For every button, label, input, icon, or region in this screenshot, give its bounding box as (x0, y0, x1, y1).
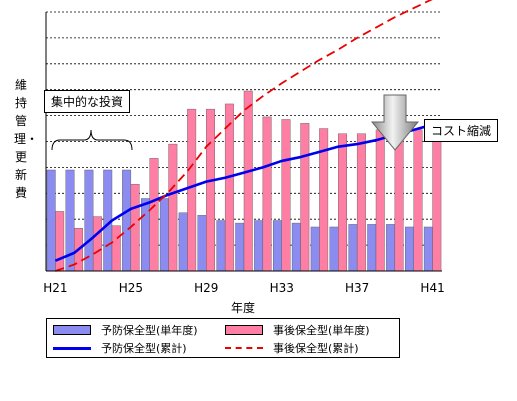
bar-preventive (423, 226, 433, 272)
bars (46, 90, 442, 272)
legend-label: 事後保全型(累計) (273, 342, 359, 355)
bar-corrective (375, 129, 385, 272)
bar-corrective (168, 143, 178, 272)
brace (51, 129, 133, 151)
bar-preventive (329, 226, 339, 272)
x-tick-label: H33 (270, 281, 294, 295)
bar-corrective (224, 103, 234, 272)
bar-corrective (130, 184, 140, 272)
legend: 予防保全型(単年度) 事後保全型(単年度) 予防保全型(累計) 事後保全型(累計… (46, 318, 400, 358)
x-axis-label: 年度 (231, 300, 255, 315)
reduction-arrow (370, 94, 420, 151)
bar-preventive (348, 224, 358, 272)
x-tick-label: H21 (43, 281, 67, 295)
bar-preventive (405, 226, 414, 272)
bar-corrective (338, 133, 347, 272)
y-axis-label: 維持管理・更新費 (14, 78, 39, 200)
bar-corrective (262, 116, 272, 272)
bar-corrective (243, 90, 253, 272)
legend-swatch (225, 347, 263, 349)
x-tick-labels: H21 H25 H29 H33 H37 H41 (43, 281, 444, 295)
bar-corrective (92, 216, 102, 272)
bar-corrective (281, 119, 291, 272)
line-preventive-cumulative (54, 123, 433, 262)
x-tick-label: H37 (345, 281, 369, 295)
bar-corrective (55, 211, 65, 272)
legend-label: 予防保全型(単年度) (101, 324, 198, 337)
x-tick-label: H25 (119, 281, 143, 295)
legend-label: 事後保全型(単年度) (273, 324, 370, 337)
bar-preventive (310, 226, 320, 272)
bar-preventive (159, 198, 169, 272)
bar-preventive (216, 220, 226, 272)
bar-preventive (367, 224, 377, 272)
bar-preventive (197, 215, 207, 272)
bar-preventive (386, 224, 396, 272)
bar-corrective (413, 129, 423, 272)
bar-corrective (394, 129, 404, 272)
bar-corrective (187, 108, 197, 272)
line-corrective-cumulative (55, 0, 433, 272)
bar-corrective (206, 108, 215, 272)
cumulative-lines (54, 0, 433, 272)
bar-corrective (111, 225, 121, 272)
bar-preventive (273, 220, 282, 272)
bar-preventive (178, 212, 188, 272)
bar-preventive (46, 169, 56, 272)
bar-corrective (432, 134, 442, 272)
bar-corrective (300, 123, 310, 272)
bar-corrective (149, 158, 159, 272)
legend-swatch (53, 325, 91, 335)
legend-swatch (53, 347, 91, 350)
annotation-intensive-investment: 集中的な投資 (44, 90, 131, 113)
x-tick-label: H41 (420, 281, 444, 295)
bar-preventive (291, 222, 301, 272)
bar-preventive (122, 169, 132, 272)
annotation-cost-reduction: コスト縮減 (424, 119, 499, 142)
legend-label: 予防保全型(累計) (101, 342, 187, 355)
bar-preventive (141, 198, 150, 272)
legend-swatch (225, 325, 263, 335)
x-tick-label: H29 (194, 281, 218, 295)
bar-preventive (235, 222, 245, 272)
bar-preventive (254, 220, 264, 272)
bar-corrective (356, 133, 366, 272)
